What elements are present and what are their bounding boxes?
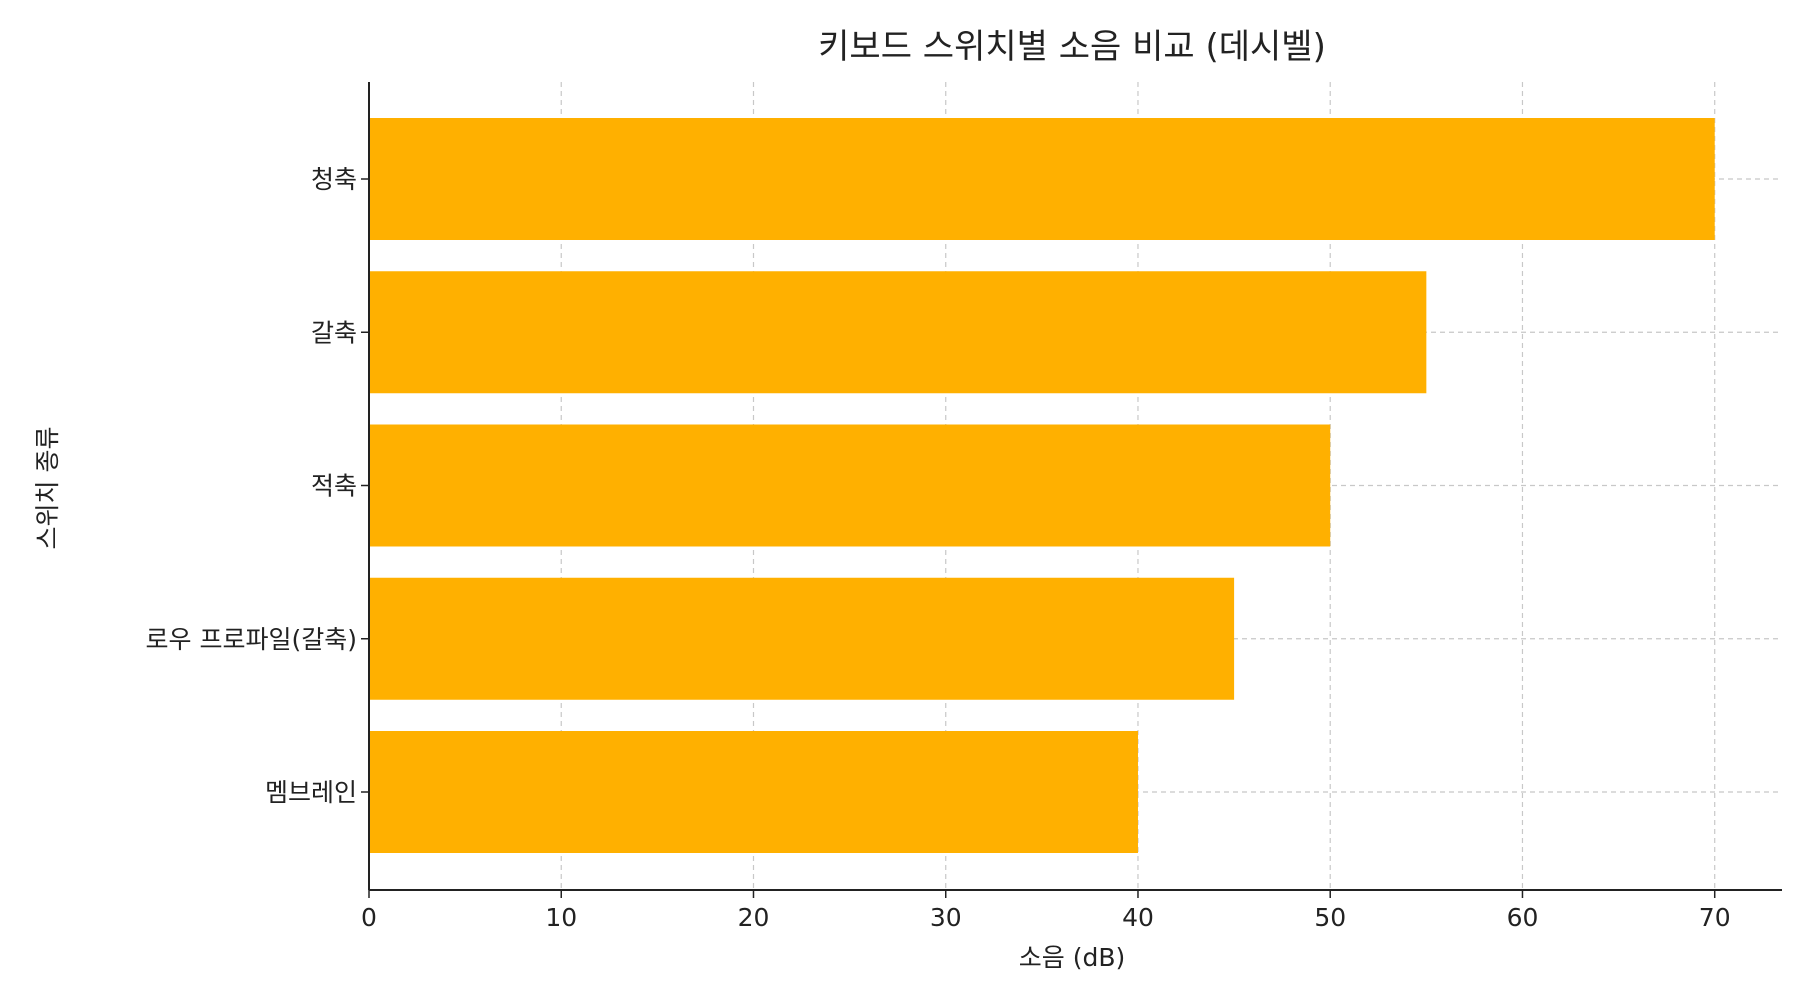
- x-tick-label: 0: [361, 903, 377, 932]
- y-category-label: 적축: [311, 472, 357, 501]
- x-tick-label: 70: [1699, 903, 1731, 932]
- x-tick-label: 10: [545, 903, 577, 932]
- y-category-label: 갈축: [311, 318, 357, 347]
- bar: [369, 271, 1427, 394]
- x-tick-label: 20: [738, 903, 770, 932]
- chart-title: 키보드 스위치별 소음 비교 (데시벨): [818, 27, 1326, 67]
- bar: [369, 731, 1138, 853]
- x-tick-label: 60: [1507, 903, 1539, 932]
- x-tick-label: 40: [1122, 903, 1154, 932]
- y-axis-label: 스위치 종류: [33, 427, 62, 550]
- bar-layer: [369, 118, 1715, 853]
- bar: [369, 118, 1715, 240]
- x-tick-label: 50: [1314, 903, 1346, 932]
- bar: [369, 577, 1235, 700]
- y-category-label: 멤브레인: [265, 778, 357, 807]
- y-category-label: 로우 프로파일(갈축): [146, 625, 357, 654]
- bar: [369, 424, 1331, 547]
- y-category-label: 청축: [311, 165, 357, 194]
- x-tick-label: 30: [930, 903, 962, 932]
- x-axis-label: 소음 (dB): [1019, 943, 1125, 972]
